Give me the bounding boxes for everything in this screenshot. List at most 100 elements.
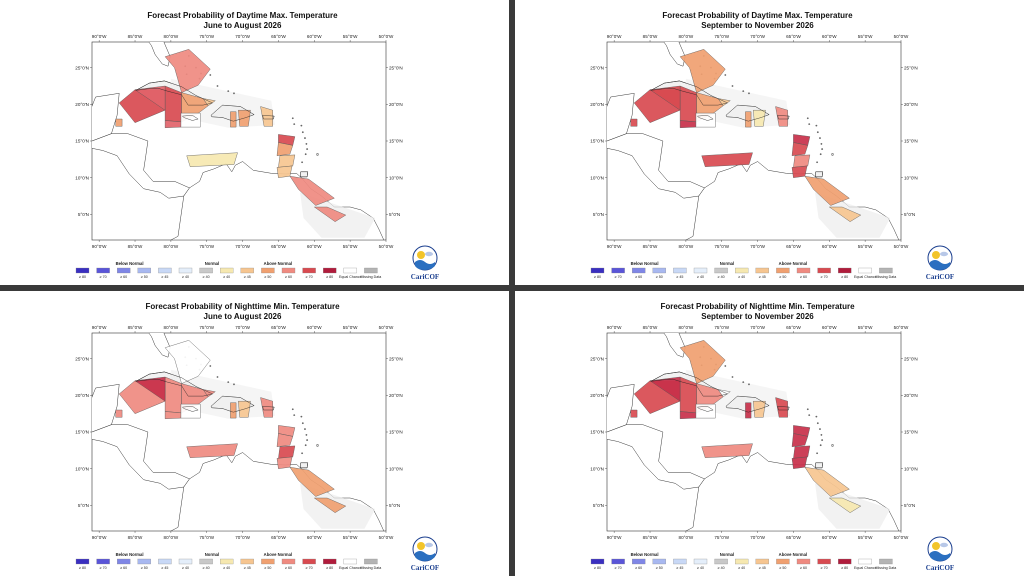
- region-hispaniola-w: [745, 402, 752, 419]
- lat-label-right: 15°0'N: [904, 139, 918, 144]
- region-suriname: [313, 497, 347, 513]
- region-trinidad: [276, 165, 293, 178]
- lon-label-top: 85°0'W: [128, 325, 143, 330]
- legend-label: ≥ 45: [161, 275, 168, 279]
- lon-label-bottom: 60°0'W: [822, 244, 837, 249]
- island-dot: [731, 85, 734, 87]
- lat-label-left: 5°0'N: [593, 503, 604, 508]
- legend-swatch: [178, 558, 193, 565]
- panel-day-jja: Forecast Probability of Daytime Max. Tem…: [0, 0, 509, 285]
- region-suriname: [828, 206, 862, 222]
- legend-swatch: [96, 267, 110, 274]
- region-windward: [278, 445, 296, 459]
- lon-label-top: 55°0'W: [343, 34, 358, 39]
- legend-label: ≥ 60: [120, 275, 127, 279]
- map-subtitle: June to August 2026: [204, 312, 282, 321]
- lon-label-bottom: 50°0'W: [379, 244, 394, 249]
- legend-label: ≥ 50: [656, 566, 663, 570]
- island-dot: [819, 137, 821, 139]
- lat-label-left: 20°0'N: [75, 102, 89, 107]
- region-hispaniola-e: [753, 400, 766, 418]
- land-central: [92, 424, 190, 490]
- legend-swatch: [137, 267, 151, 274]
- island-dot: [819, 428, 821, 430]
- lon-label-bottom: 65°0'W: [786, 244, 801, 249]
- region-guyana: [289, 175, 335, 206]
- lat-label-left: 5°0'N: [78, 503, 89, 508]
- region-jamaica: [180, 403, 201, 419]
- region-bahamas: [679, 340, 726, 384]
- lon-label-bottom: 65°0'W: [271, 535, 286, 540]
- island-dot: [742, 381, 745, 384]
- land-trinidad: [815, 462, 824, 469]
- legend-label: ≥ 60: [120, 566, 127, 570]
- legend-swatch: [879, 558, 893, 565]
- lat-label-right: 25°0'N: [389, 356, 403, 361]
- lon-label-bottom: 80°0'W: [164, 244, 179, 249]
- lon-label-bottom: 75°0'W: [714, 244, 729, 249]
- outline-trinidad: [300, 171, 309, 178]
- legend-swatch: [817, 267, 831, 274]
- island-dot: [819, 153, 822, 156]
- lat-label-right: 5°0'N: [389, 503, 400, 508]
- legend-swatch: [714, 558, 728, 565]
- legend-swatch: [220, 267, 234, 274]
- caricof-logo: CariCOF: [926, 536, 954, 572]
- region-trinidad: [791, 456, 808, 469]
- legend-swatch: [281, 558, 296, 565]
- region-cuba-w: [649, 85, 681, 111]
- region-hispaniola-e: [238, 109, 251, 127]
- legend-label: ≥ 40: [203, 566, 210, 570]
- logo-text: CariCOF: [926, 273, 954, 281]
- lat-label-left: 15°0'N: [75, 139, 89, 144]
- legend-swatch: [796, 558, 811, 565]
- legend-swatch: [714, 267, 728, 274]
- lon-label-top: 55°0'W: [858, 325, 873, 330]
- region-abc: [701, 443, 753, 458]
- legend-label: ≥ 70: [821, 275, 828, 279]
- legend-label: ≥ 80: [594, 566, 601, 570]
- land-central: [607, 424, 705, 490]
- legend-label: Equal Chance: [854, 566, 877, 570]
- legend-swatch: [879, 267, 893, 274]
- legend-below-normal: Below Normal: [116, 552, 144, 557]
- lon-label-bottom: 65°0'W: [271, 244, 286, 249]
- lat-label-left: 10°0'N: [590, 175, 604, 180]
- region-bahamas: [164, 49, 211, 93]
- legend-swatch: [755, 558, 769, 565]
- legend-label: ≥ 70: [615, 566, 622, 570]
- lon-label-bottom: 50°0'W: [379, 535, 394, 540]
- lat-label-right: 20°0'N: [904, 102, 918, 107]
- outline-jamaica: [181, 406, 199, 412]
- lon-label-top: 90°0'W: [607, 325, 622, 330]
- lon-label-top: 65°0'W: [271, 325, 286, 330]
- lon-label-bottom: 85°0'W: [128, 244, 143, 249]
- legend-label: ≥ 80: [326, 275, 333, 279]
- legend-label: ≥ 60: [800, 566, 807, 570]
- legend-label: ≥ 50: [141, 275, 148, 279]
- legend-swatch: [838, 267, 852, 274]
- island-dot: [808, 414, 811, 417]
- map-title: Forecast Probability of Daytime Max. Tem…: [147, 11, 338, 20]
- lon-label-bottom: 80°0'W: [164, 535, 179, 540]
- legend-label: ≥ 45: [759, 566, 766, 570]
- legend-swatch: [117, 267, 131, 274]
- island-dot: [304, 153, 307, 156]
- island-dot: [816, 161, 819, 164]
- land-florida: [148, 333, 171, 358]
- island-dot: [816, 452, 819, 455]
- land-trinidad: [815, 171, 824, 178]
- legend-label: Equal Chance: [854, 275, 877, 279]
- forecast-map: Forecast Probability of Nighttime Min. T…: [75, 302, 439, 572]
- lon-label-top: 85°0'W: [128, 34, 143, 39]
- lat-label-right: 20°0'N: [389, 393, 403, 398]
- island-dot: [233, 383, 235, 386]
- land-mexico: [607, 93, 635, 142]
- legend-label: ≥ 45: [676, 566, 683, 570]
- legend-label: ≥ 80: [79, 566, 86, 570]
- lat-label-right: 15°0'N: [389, 430, 403, 435]
- lon-label-bottom: 90°0'W: [92, 535, 107, 540]
- lon-label-top: 70°0'W: [750, 325, 765, 330]
- region-abc: [186, 152, 238, 167]
